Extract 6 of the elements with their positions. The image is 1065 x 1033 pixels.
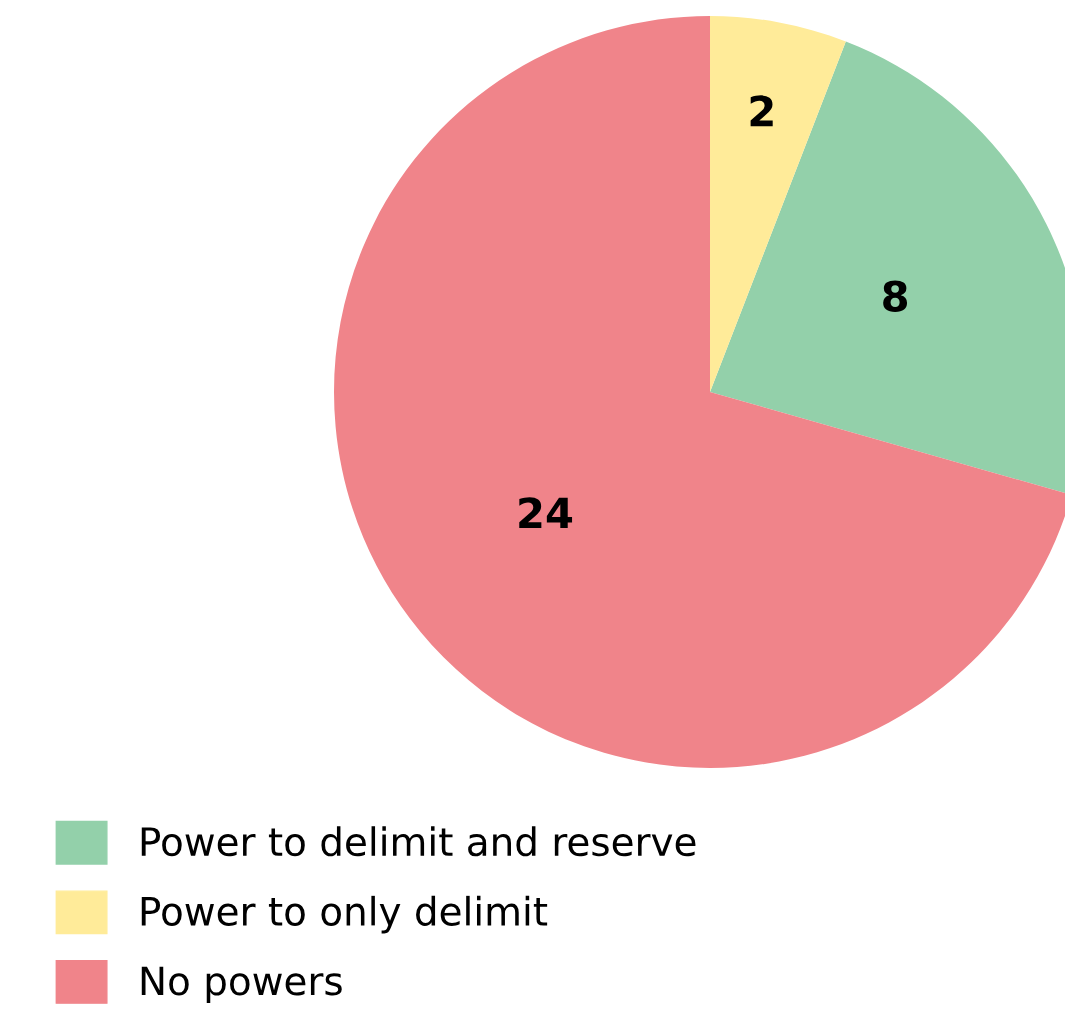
legend-label: Power to only delimit [141,895,548,934]
legend-label: Power to delimit and reserve [141,826,696,857]
data-label: 24 [519,497,573,529]
data-label: 2 [750,95,773,127]
legend-label: No powers [141,966,342,1004]
data-label: 8 [883,280,908,312]
